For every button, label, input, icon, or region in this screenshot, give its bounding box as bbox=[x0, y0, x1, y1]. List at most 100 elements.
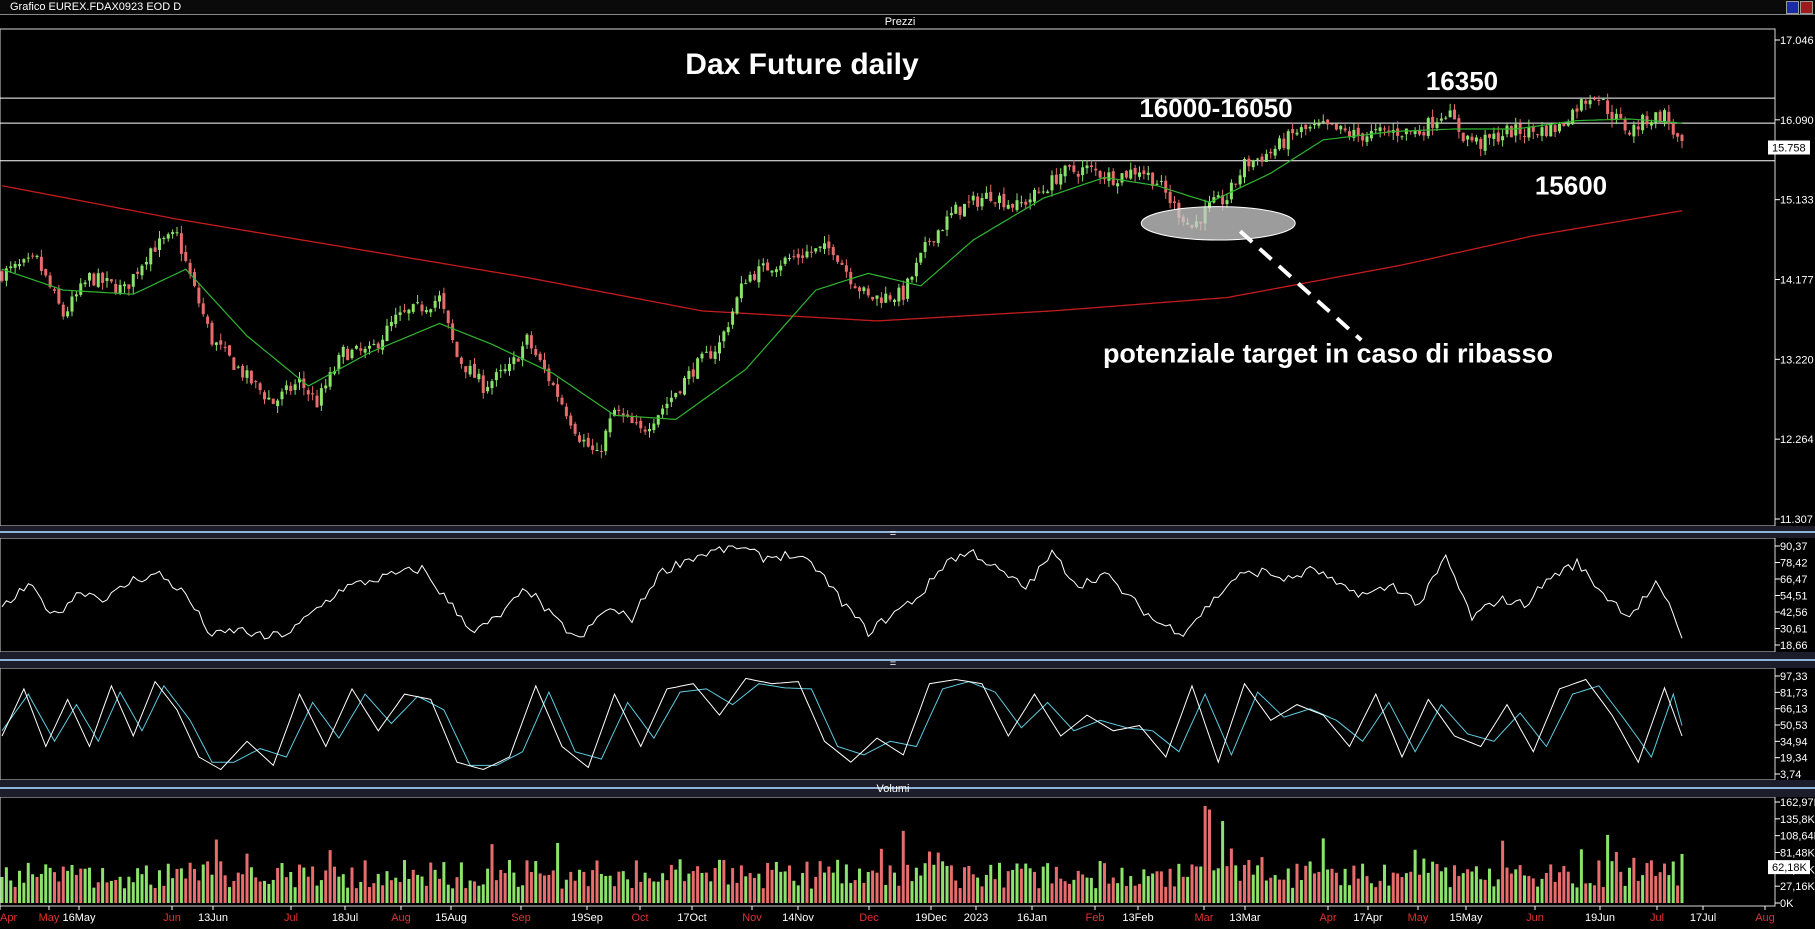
volume-bar bbox=[923, 863, 927, 903]
candle bbox=[74, 290, 78, 302]
volume-bar bbox=[1676, 885, 1680, 903]
volume-bar bbox=[529, 871, 533, 903]
candle-body bbox=[381, 339, 385, 350]
volume-bar bbox=[1273, 875, 1277, 903]
volume-bar bbox=[1641, 875, 1645, 903]
volume-bar bbox=[459, 862, 463, 903]
x-axis-tick-label: 18Jul bbox=[332, 912, 358, 924]
candle-body bbox=[171, 232, 175, 234]
candle-body bbox=[556, 384, 560, 397]
candle bbox=[477, 368, 481, 383]
price-axis-tick-label: 11.307 bbox=[1780, 514, 1813, 526]
candle bbox=[814, 248, 818, 254]
candle bbox=[1304, 124, 1308, 136]
candle-body bbox=[48, 275, 52, 288]
candle-body bbox=[1273, 148, 1277, 156]
volume-bar bbox=[1313, 873, 1316, 903]
volume-bar bbox=[228, 887, 231, 903]
volume-bar bbox=[131, 882, 135, 903]
volume-bar bbox=[1151, 873, 1155, 903]
volume-bar bbox=[109, 880, 113, 903]
x-axis-tick-label: 15May bbox=[1449, 912, 1483, 924]
window-close-button[interactable] bbox=[1800, 1, 1813, 14]
volume-bar bbox=[420, 876, 424, 903]
candle bbox=[433, 295, 437, 312]
volume-bar bbox=[1234, 865, 1238, 903]
candle-body bbox=[1671, 122, 1675, 135]
volume-bar bbox=[910, 881, 914, 903]
volume-bar bbox=[1238, 880, 1242, 903]
candle-body bbox=[1496, 132, 1500, 142]
volume-bar bbox=[1286, 868, 1290, 903]
volume-bar bbox=[1050, 883, 1054, 903]
volume-bar bbox=[39, 873, 43, 903]
candle-body bbox=[228, 345, 231, 356]
volume-bar bbox=[9, 880, 13, 903]
chart-canvas[interactable]: Prezzi = = Volumi potenziale target in c… bbox=[0, 14, 1815, 929]
volume-bar bbox=[862, 882, 866, 903]
volume-bar bbox=[101, 868, 105, 903]
candle bbox=[1247, 155, 1251, 172]
candle bbox=[753, 270, 756, 281]
candle bbox=[643, 426, 647, 435]
candle bbox=[1584, 97, 1588, 111]
candle bbox=[534, 345, 538, 358]
volume-bar bbox=[0, 877, 4, 903]
candle bbox=[1072, 160, 1076, 174]
volume-bar bbox=[499, 869, 503, 903]
candle bbox=[599, 444, 603, 459]
candle bbox=[1619, 107, 1623, 120]
candle-body bbox=[1593, 98, 1596, 100]
candle bbox=[984, 186, 988, 199]
volume-bar bbox=[1194, 866, 1198, 903]
volume-bar bbox=[407, 878, 411, 903]
volume-bar bbox=[613, 886, 616, 903]
candle-body bbox=[149, 248, 153, 265]
candle bbox=[341, 344, 345, 364]
candle bbox=[96, 268, 100, 288]
candle bbox=[945, 210, 949, 237]
candle bbox=[827, 234, 831, 256]
candle bbox=[214, 341, 218, 351]
candle-body bbox=[901, 285, 905, 300]
volume-bar bbox=[1571, 883, 1575, 903]
candle bbox=[1225, 194, 1229, 208]
volume-bar bbox=[608, 875, 612, 903]
annotation-layer: potenziale target in caso di ribasso 1635… bbox=[1103, 66, 1607, 368]
volume-bar bbox=[879, 848, 883, 903]
volume-bar bbox=[1054, 866, 1058, 903]
candle bbox=[586, 432, 590, 448]
volume-bar bbox=[442, 862, 446, 903]
candle-body bbox=[328, 372, 332, 387]
candle-body bbox=[1072, 165, 1076, 172]
volume-bar bbox=[1326, 869, 1330, 903]
candle bbox=[879, 292, 883, 309]
candle-body bbox=[744, 283, 748, 285]
candle-body bbox=[241, 365, 245, 378]
candle-body bbox=[92, 273, 96, 286]
candle-body bbox=[796, 254, 800, 258]
candle bbox=[569, 412, 573, 430]
volume-bar bbox=[595, 860, 599, 903]
volume-bar bbox=[801, 873, 805, 903]
x-axis-tick-label: Feb bbox=[1086, 912, 1105, 924]
candle bbox=[875, 295, 879, 306]
window-minimize-button[interactable] bbox=[1786, 1, 1799, 14]
candlestick-layer bbox=[0, 93, 1684, 459]
candle bbox=[1575, 104, 1579, 119]
level-label-15600: 15600 bbox=[1535, 171, 1607, 201]
candle-body bbox=[599, 450, 603, 452]
volume-bar bbox=[1365, 876, 1369, 903]
volume-bar bbox=[1413, 849, 1417, 903]
volume-panel-frame bbox=[0, 796, 1776, 907]
candle-body bbox=[1514, 124, 1518, 136]
candle bbox=[1509, 125, 1513, 138]
candle-body bbox=[188, 262, 192, 275]
candle bbox=[438, 290, 441, 309]
candle-body bbox=[1326, 119, 1330, 125]
candle-body bbox=[1523, 135, 1526, 137]
candle bbox=[1282, 132, 1286, 151]
candle bbox=[1514, 117, 1518, 143]
candle-body bbox=[136, 271, 140, 274]
volume-bar bbox=[779, 871, 783, 903]
